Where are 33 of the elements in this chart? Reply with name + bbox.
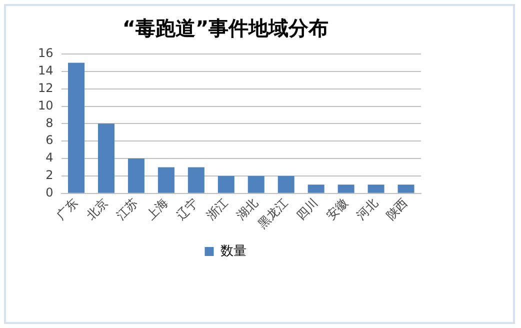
legend-label: 数量 xyxy=(220,244,246,259)
bar xyxy=(248,176,264,193)
bar xyxy=(338,184,354,193)
x-tick-label: 陕西 xyxy=(383,196,410,223)
bar xyxy=(368,184,384,193)
x-tick-label: 上海 xyxy=(144,196,171,223)
bar xyxy=(158,167,174,193)
x-tick-label: 浙江 xyxy=(204,196,230,223)
y-tick-label: 4 xyxy=(46,150,54,165)
bar xyxy=(218,176,234,193)
y-tick-label: 8 xyxy=(46,116,54,130)
bar xyxy=(98,124,114,193)
y-tick-label: 14 xyxy=(38,64,54,78)
bar xyxy=(308,184,324,193)
chart-title: “毒跑道”事件地域分布 xyxy=(122,16,329,40)
x-tick-label: 广东 xyxy=(54,196,81,223)
y-tick-label: 12 xyxy=(38,80,54,95)
x-tick-label: 四川 xyxy=(294,196,320,223)
bar xyxy=(398,184,414,193)
x-tick-label: 辽宁 xyxy=(174,196,200,223)
bar xyxy=(278,176,294,193)
x-tick-label: 河北 xyxy=(353,196,380,223)
y-tick-label: 6 xyxy=(46,133,54,148)
x-tick-label: 江苏 xyxy=(114,196,141,223)
bar xyxy=(68,62,84,193)
y-tick-label: 10 xyxy=(38,98,54,112)
y-tick-label: 0 xyxy=(46,185,54,200)
y-tick-label: 2 xyxy=(46,168,54,182)
bar xyxy=(128,158,144,193)
y-tick-label: 16 xyxy=(38,46,54,60)
x-tick-label: 北京 xyxy=(84,196,111,223)
bar xyxy=(188,167,204,193)
x-tick-label: 安徽 xyxy=(324,196,350,223)
